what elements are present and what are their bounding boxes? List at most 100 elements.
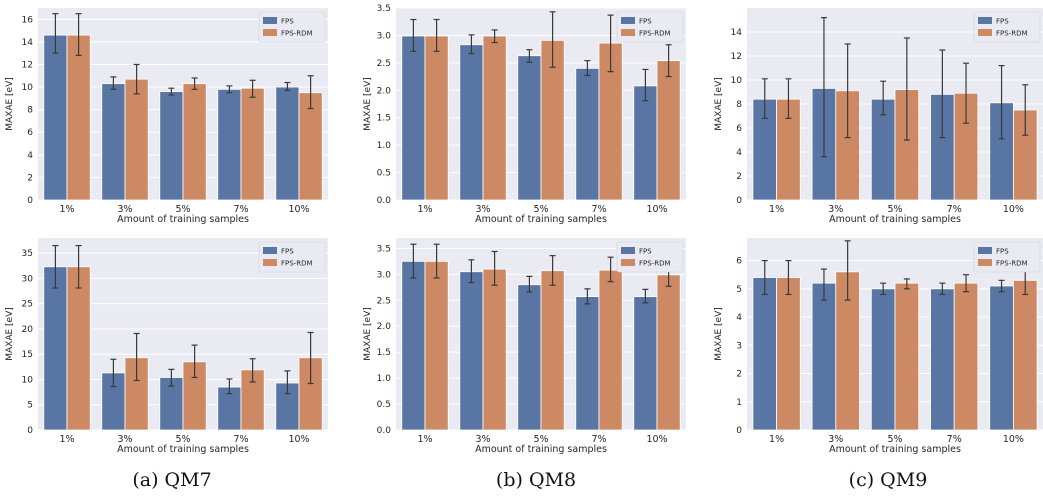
legend-swatch: [621, 29, 635, 36]
x-tick-label: 5%: [887, 204, 902, 215]
y-tick-label: 8: [736, 100, 742, 110]
y-tick-label: 0: [736, 196, 742, 206]
legend: FPS FPS-RDM: [616, 241, 684, 273]
x-tick-label: 10%: [1003, 204, 1024, 215]
legend-swatch: [263, 259, 277, 266]
caption-qm9: (c) QM9: [849, 469, 928, 491]
y-tick-label: 0: [736, 426, 742, 436]
y-tick-label: 0: [27, 426, 33, 436]
y-axis-label: MAXAE [eV]: [363, 77, 373, 131]
y-tick-label: 0.0: [377, 196, 392, 206]
legend-swatch: [978, 259, 992, 266]
bar-fps-rdm: [482, 268, 507, 431]
bar-fps-rdm: [953, 282, 979, 431]
y-tick-label: 3: [736, 341, 742, 351]
y-tick-label: 14: [731, 28, 743, 38]
y-axis-label: MAXAE [eV]: [714, 307, 724, 361]
x-tick-label: 3%: [117, 204, 132, 215]
x-tick-label: 10%: [288, 204, 309, 215]
legend-box: [616, 241, 684, 273]
y-axis-label: MAXAE [eV]: [5, 307, 15, 361]
x-tick-label: 10%: [646, 434, 667, 445]
bar-fps: [811, 282, 837, 431]
legend-box: [973, 241, 1041, 273]
y-tick-label: 6: [736, 257, 742, 267]
y-tick-label: 3.0: [377, 270, 392, 280]
bar-fps-rdm: [66, 266, 91, 431]
y-tick-label: 0.5: [377, 169, 391, 179]
y-axis-label: MAXAE [eV]: [5, 77, 15, 131]
x-tick-label: 3%: [117, 434, 132, 445]
y-axis-label: MAXAE [eV]: [363, 307, 373, 361]
legend-box: [616, 11, 684, 43]
chart-panel-qm7-top: 0 2 4 6 8 10 12 14 16 1% 3% 5% 7% 10% Amount of traini…: [5, 8, 328, 225]
legend-swatch: [978, 17, 992, 24]
y-tick-label: 2: [736, 370, 742, 380]
y-tick-label: 4: [736, 148, 742, 158]
y-tick-label: 2.0: [377, 322, 392, 332]
x-tick-label: 7%: [591, 204, 606, 215]
legend-swatch: [621, 247, 635, 254]
bar-fps: [459, 44, 484, 201]
bar-fps-rdm: [598, 269, 623, 431]
bar-fps: [989, 285, 1014, 431]
bar-fps-rdm: [656, 274, 681, 431]
bar-fps-rdm: [482, 35, 507, 201]
x-axis-label: Amount of training samples: [829, 214, 961, 225]
bar-fps-rdm: [656, 60, 681, 201]
bar-fps: [633, 85, 658, 201]
y-tick-label: 4: [736, 313, 742, 323]
legend: FPS FPS-RDM: [258, 241, 326, 273]
y-tick-label: 35: [22, 249, 33, 259]
legend-swatch: [978, 247, 992, 254]
y-tick-label: 15: [22, 350, 33, 360]
bar-fps: [275, 86, 300, 201]
legend-label: FPS-RDM: [639, 260, 671, 268]
x-tick-label: 5%: [533, 434, 548, 445]
legend: FPS FPS-RDM: [973, 11, 1041, 43]
bar-fps: [401, 35, 426, 201]
y-tick-label: 1.5: [377, 114, 391, 124]
x-axis-label: Amount of training samples: [117, 214, 249, 225]
y-axis-label: MAXAE [eV]: [714, 77, 724, 131]
y-tick-label: 1.5: [377, 348, 391, 358]
y-tick-label: 16: [22, 15, 34, 25]
x-tick-label: 7%: [233, 204, 248, 215]
bar-fps-rdm: [66, 34, 91, 201]
y-tick-label: 12: [22, 60, 33, 70]
bar-fps-rdm: [776, 277, 801, 431]
y-tick-label: 5: [27, 401, 33, 411]
y-tick-label: 1: [736, 398, 742, 408]
y-tick-label: 8: [27, 106, 33, 116]
bar-fps: [517, 55, 542, 201]
y-tick-label: 10: [22, 375, 34, 385]
x-tick-label: 5%: [175, 204, 190, 215]
legend-label: FPS-RDM: [281, 260, 313, 268]
x-tick-label: 7%: [233, 434, 248, 445]
x-tick-label: 1%: [417, 434, 432, 445]
y-tick-label: 10: [731, 76, 743, 86]
x-tick-label: 5%: [533, 204, 548, 215]
legend-swatch: [621, 17, 635, 24]
legend-swatch: [621, 259, 635, 266]
y-tick-label: 0.0: [377, 426, 392, 436]
bar-fps-rdm: [182, 83, 207, 201]
bar-fps-rdm: [240, 87, 265, 201]
legend: FPS FPS-RDM: [258, 11, 326, 43]
x-tick-label: 5%: [887, 434, 902, 445]
bar-fps: [459, 271, 484, 431]
bar-fps-rdm: [424, 35, 449, 201]
bar-fps: [517, 284, 542, 431]
legend-label: FPS: [996, 18, 1009, 26]
legend-label: FPS-RDM: [281, 30, 313, 38]
bar-fps: [870, 288, 896, 431]
y-tick-label: 5: [736, 285, 742, 295]
bar-fps: [633, 296, 658, 431]
legend: FPS FPS-RDM: [616, 11, 684, 43]
x-axis-label: Amount of training samples: [117, 444, 249, 455]
x-tick-label: 3%: [475, 434, 490, 445]
y-tick-label: 30: [22, 274, 34, 284]
x-axis-label: Amount of training samples: [829, 444, 961, 455]
chart-panel-qm9-top: 0 2 4 6 8 10 12 14 1% 3% 5% 7% 10% Amount of training…: [714, 8, 1043, 225]
